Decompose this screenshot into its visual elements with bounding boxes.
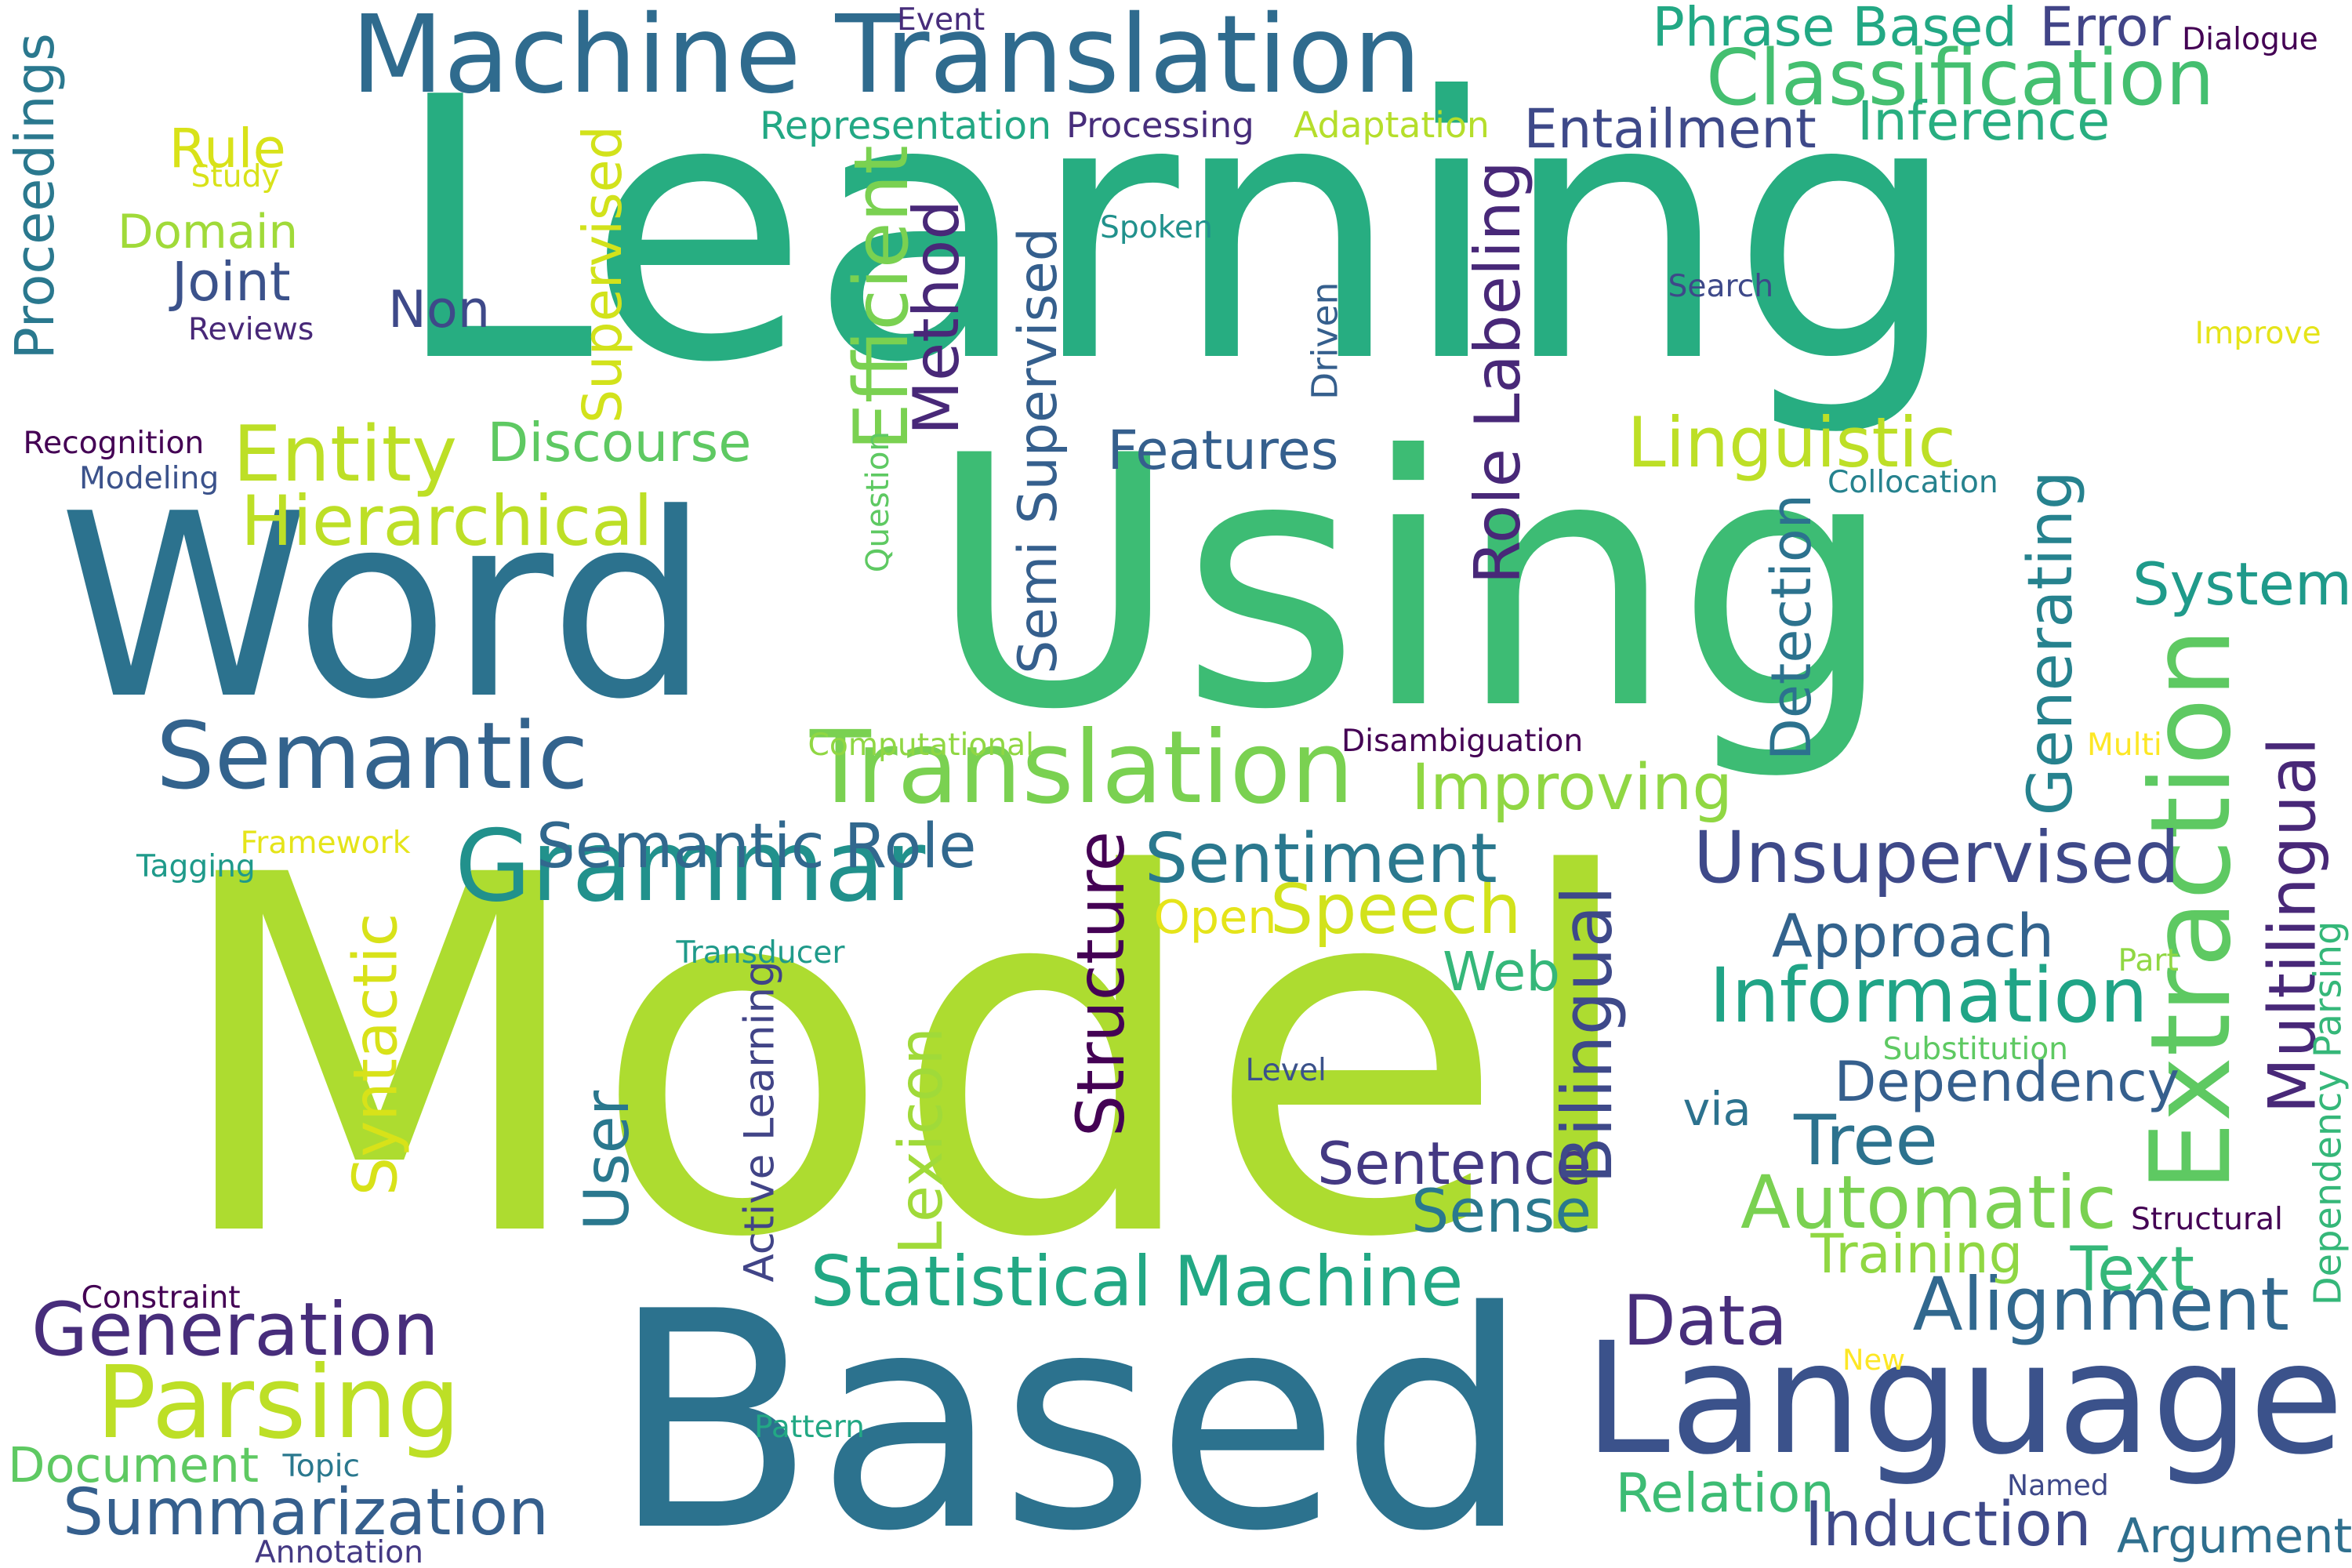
cloud-word-improve: Improve (2194, 315, 2321, 351)
cloud-word-summarization: Summarization (63, 1475, 550, 1550)
cloud-word-statistical-machine: Statistical Machine (810, 1241, 1464, 1322)
cloud-word-based: Based (610, 1248, 1530, 1568)
cloud-word-tagging: Tagging (136, 848, 256, 884)
cloud-word-alignment: Alignment (1912, 1262, 2290, 1348)
cloud-word-dependency-parsing: Dependency Parsing (2307, 920, 2350, 1306)
cloud-word-improving: Improving (1411, 750, 1733, 825)
cloud-word-model: Model (167, 771, 1644, 1345)
cloud-word-data: Data (1623, 1280, 1788, 1361)
cloud-word-search: Search (1668, 268, 1774, 304)
cloud-word-structural: Structural (2131, 1201, 2283, 1237)
cloud-word-sentence: Sentence (1317, 1129, 1592, 1198)
cloud-word-proceedings: Proceedings (3, 32, 67, 359)
cloud-word-constraint: Constraint (81, 1279, 241, 1316)
cloud-word-sentiment: Sentiment (1145, 818, 1497, 898)
cloud-word-argument: Argument (2117, 1508, 2352, 1564)
cloud-word-topic: Topic (282, 1448, 361, 1484)
cloud-word-modeling: Modeling (79, 460, 220, 496)
cloud-word-dialogue: Dialogue (2182, 21, 2318, 57)
cloud-word-information: Information (1709, 950, 2148, 1040)
cloud-word-detection: Detection (1759, 493, 1824, 761)
cloud-word-language: Language (1584, 1310, 2344, 1489)
cloud-word-learning: Learning (392, 20, 1960, 441)
cloud-word-driven: Driven (1304, 281, 1346, 400)
cloud-word-domain: Domain (118, 204, 299, 259)
cloud-word-study: Study (191, 158, 280, 194)
cloud-word-disambiguation: Disambiguation (1341, 723, 1584, 759)
cloud-word-sense: Sense (1411, 1176, 1592, 1246)
cloud-word-training: Training (1810, 1222, 2024, 1286)
cloud-word-parsing: Parsing (96, 1345, 461, 1461)
cloud-word-text: Text (2070, 1234, 2195, 1305)
cloud-word-role-labeling: Role Labeling (1460, 161, 1534, 585)
cloud-word-generation: Generation (31, 1286, 439, 1372)
cloud-word-discourse: Discourse (487, 411, 752, 474)
cloud-word-recognition: Recognition (23, 425, 205, 461)
cloud-word-semi-supervised: Semi Supervised (1007, 227, 1069, 674)
cloud-word-word: Word (58, 459, 710, 755)
cloud-word-grammar: Grammar (455, 808, 926, 924)
cloud-word-annotation: Annotation (255, 1534, 423, 1568)
cloud-word-translation: Translation (810, 710, 1355, 826)
cloud-word-automatic: Automatic (1740, 1160, 2117, 1246)
cloud-word-using: Using (927, 383, 1896, 786)
cloud-word-induction: Induction (1805, 1489, 2092, 1560)
cloud-word-entailment: Entailment (1523, 97, 1817, 161)
cloud-word-error: Error (2039, 0, 2171, 59)
cloud-word-user: User (571, 1090, 643, 1231)
cloud-word-approach: Approach (1772, 902, 2055, 971)
cloud-word-via: via (1682, 1081, 1751, 1136)
cloud-word-active-learning: Active Learning (735, 960, 784, 1282)
cloud-word-relation: Relation (1615, 1461, 1835, 1525)
cloud-word-question: Question (858, 431, 896, 573)
cloud-word-open: Open (1153, 889, 1277, 944)
cloud-word-structure: Structure (1062, 830, 1140, 1138)
cloud-word-event: Event (897, 2, 985, 38)
cloud-word-spoken: Spoken (1100, 209, 1213, 245)
cloud-word-web: Web (1443, 940, 1560, 1004)
cloud-word-hierarchical: Hierarchical (241, 481, 653, 561)
cloud-word-phrase-based: Phrase Based (1652, 0, 2017, 59)
cloud-word-classification: Classification (1706, 34, 2215, 123)
cloud-word-linguistic: Linguistic (1627, 402, 1956, 483)
cloud-word-representation: Representation (760, 103, 1052, 148)
cloud-word-speech: Speech (1270, 869, 1522, 949)
cloud-word-system: System (2132, 549, 2352, 619)
cloud-word-entity: Entity (233, 410, 458, 499)
cloud-word-pattern: Pattern (754, 1409, 865, 1445)
cloud-word-bilingual: Bilingual (1547, 885, 1628, 1185)
cloud-word-framework: Framework (240, 825, 411, 861)
cloud-word-reviews: Reviews (188, 311, 314, 347)
cloud-word-efficient: Efficient (837, 145, 925, 451)
cloud-word-rule: Rule (169, 117, 286, 180)
cloud-word-generating: Generating (2013, 470, 2086, 815)
cloud-word-unsupervised: Unsupervised (1693, 816, 2180, 899)
cloud-word-transducer: Transducer (676, 935, 845, 971)
cloud-word-computational: Computational (808, 727, 1035, 763)
cloud-word-substitution: Substitution (1882, 1031, 2069, 1067)
cloud-word-multi: Multi (2087, 727, 2162, 763)
cloud-word-document: Document (8, 1437, 260, 1494)
cloud-word-level: Level (1245, 1052, 1327, 1088)
cloud-word-joint: Joint (172, 250, 291, 314)
cloud-word-syntactic: Syntactic (339, 913, 411, 1196)
cloud-word-machine-translation: Machine Translation (350, 0, 1421, 118)
cloud-word-inference: Inference (1857, 89, 2111, 153)
cloud-word-adaptation: Adaptation (1294, 104, 1490, 146)
cloud-word-part: Part (2118, 942, 2179, 978)
cloud-word-collocation: Collocation (1828, 464, 1998, 500)
cloud-word-non: Non (388, 279, 491, 339)
cloud-word-supervised: Supervised (572, 125, 634, 424)
cloud-word-semantic: Semantic (156, 702, 589, 810)
cloud-word-features: Features (1107, 419, 1339, 482)
cloud-word-lexicon: Lexicon (885, 1027, 956, 1255)
cloud-word-processing: Processing (1066, 103, 1254, 146)
cloud-word-semantic-role: Semantic Role (536, 811, 977, 882)
cloud-word-new: New (1842, 1342, 1906, 1377)
cloud-word-dependency: Dependency (1834, 1050, 2180, 1114)
cloud-word-tree: Tree (1794, 1100, 1938, 1181)
cloud-word-named: Named (2007, 1468, 2109, 1502)
